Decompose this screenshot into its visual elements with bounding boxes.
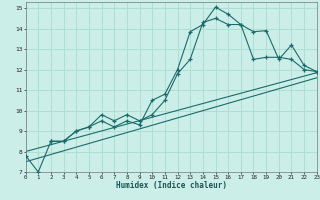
X-axis label: Humidex (Indice chaleur): Humidex (Indice chaleur) — [116, 181, 227, 190]
